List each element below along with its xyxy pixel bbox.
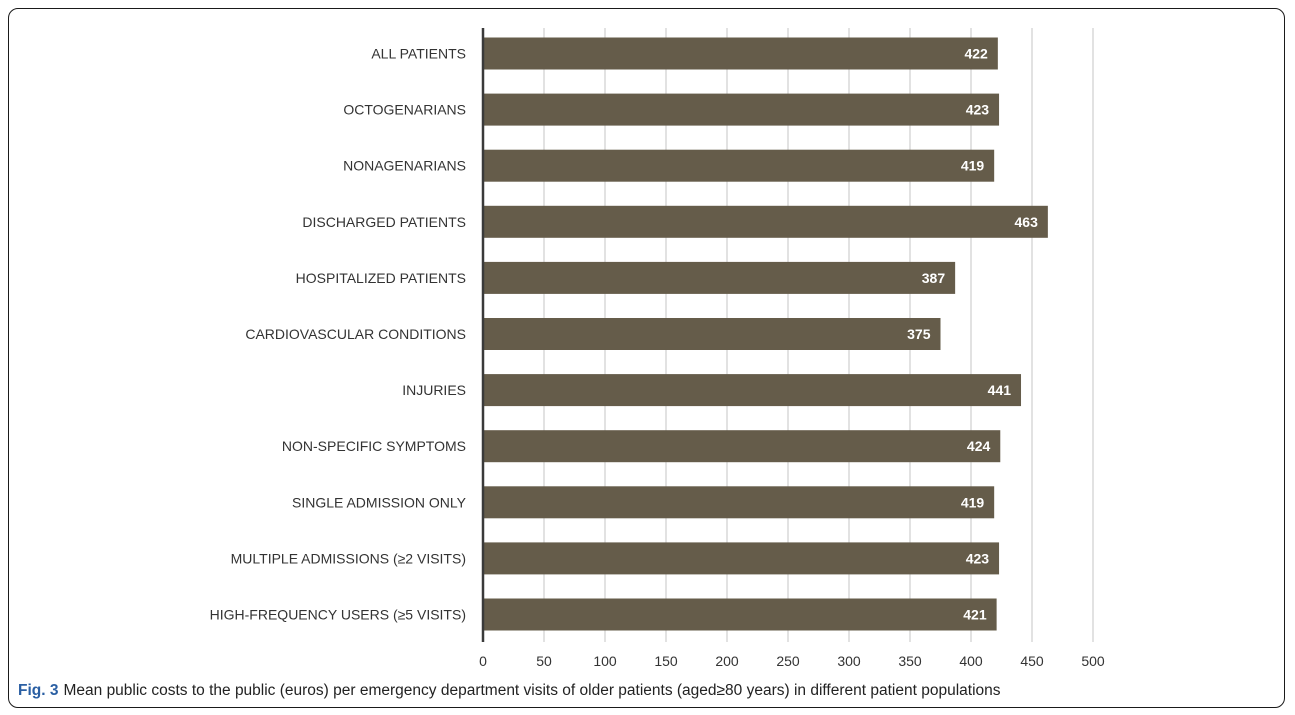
bar-value-label: 441 [988, 382, 1012, 398]
bar-value-label: 423 [966, 550, 990, 566]
x-tick-label: 0 [479, 653, 487, 669]
category-label: MULTIPLE ADMISSIONS (≥2 VISITS) [231, 550, 466, 566]
bar [483, 542, 1000, 575]
x-tick-label: 300 [837, 653, 861, 669]
x-tick-label: 450 [1020, 653, 1044, 669]
x-tick-label: 400 [959, 653, 983, 669]
category-label: CARDIOVASCULAR CONDITIONS [245, 326, 466, 342]
bar [483, 93, 1000, 126]
x-tick-label: 350 [898, 653, 922, 669]
bar-value-label: 423 [966, 102, 990, 118]
bar [483, 318, 941, 350]
bar-value-label: 422 [964, 46, 988, 62]
x-tick-label: 500 [1081, 653, 1105, 669]
bar-value-label: 419 [961, 494, 985, 510]
category-label: NONAGENARIANS [343, 158, 466, 174]
category-labels: ALL PATIENTS OCTOGENARIANS NONAGENARIANS DI… [210, 46, 467, 623]
category-label: ALL PATIENTS [371, 46, 466, 62]
bar [483, 374, 1022, 407]
category-label: NON-SPECIFIC SYMPTOMS [282, 438, 466, 454]
bar [483, 486, 995, 519]
figure-caption: Fig. 3 Mean public costs to the public (e… [18, 682, 1283, 700]
bar-value-label: 421 [963, 607, 987, 623]
caption-label: Fig. 3 [18, 682, 59, 699]
x-tick-labels: 0 50 100 150 200 250 300 350 400 450 500 [479, 653, 1105, 669]
bar [483, 430, 1001, 463]
bar-value-label: 463 [1015, 214, 1039, 230]
bars: 422 423 419 463 387 375 441 424 419 423 421 [483, 37, 1048, 631]
x-tick-label: 100 [593, 653, 617, 669]
bar-value-label: 424 [967, 438, 991, 454]
bar-value-label: 419 [961, 158, 985, 174]
category-label: SINGLE ADMISSION ONLY [292, 494, 467, 510]
bar [483, 205, 1048, 238]
bar [483, 149, 995, 182]
bar [483, 37, 998, 70]
caption-text: Mean public costs to the public (euros) … [63, 682, 1001, 699]
bar-value-label: 387 [922, 270, 946, 286]
x-tick-label: 150 [654, 653, 678, 669]
category-label: HIGH-FREQUENCY USERS (≥5 VISITS) [210, 607, 466, 623]
category-label: DISCHARGED PATIENTS [302, 214, 466, 230]
x-tick-label: 200 [715, 653, 739, 669]
bar-value-label: 375 [907, 326, 931, 342]
x-tick-label: 250 [776, 653, 800, 669]
gridlines [543, 28, 1094, 642]
category-label: HOSPITALIZED PATIENTS [296, 270, 466, 286]
bar [483, 261, 956, 294]
category-label: INJURIES [402, 382, 466, 398]
x-tick-label: 50 [536, 653, 552, 669]
category-label: OCTOGENARIANS [343, 102, 466, 118]
bar [483, 598, 997, 631]
